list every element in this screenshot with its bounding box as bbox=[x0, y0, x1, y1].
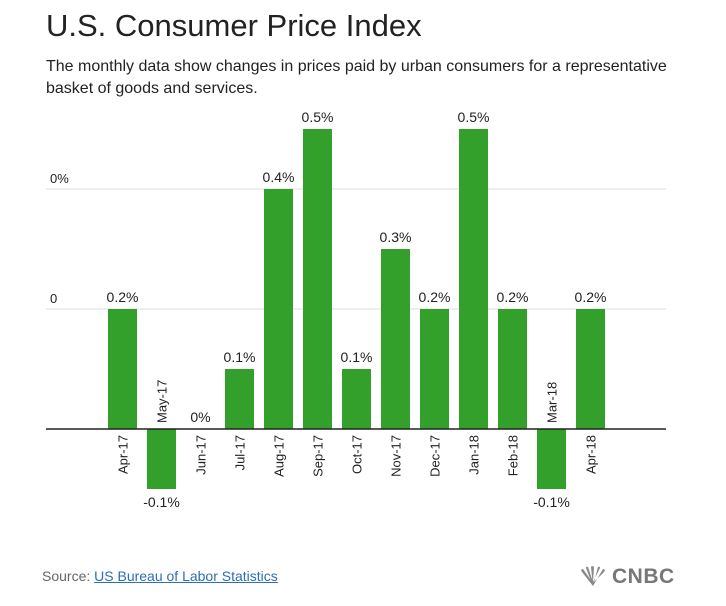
source-link[interactable]: US Bureau of Labor Statistics bbox=[94, 568, 278, 584]
data-label: -0.1% bbox=[143, 494, 180, 510]
bar bbox=[225, 369, 254, 429]
logo-text: CNBC bbox=[612, 565, 675, 588]
category-label: Feb-18 bbox=[506, 435, 521, 476]
data-label: 0.3% bbox=[380, 229, 412, 245]
category-label: Jul-17 bbox=[233, 435, 248, 470]
category-label: Sep-17 bbox=[311, 435, 326, 477]
data-label: 0.2% bbox=[107, 289, 139, 305]
bar bbox=[576, 309, 605, 429]
category-label: May-17 bbox=[155, 380, 170, 423]
data-label: 0% bbox=[190, 409, 210, 425]
category-label: Apr-18 bbox=[584, 435, 599, 474]
bar bbox=[147, 429, 176, 489]
bar-chart: 0 0% 0.2% Apr-17 -0.1% May-17 0% Jun-17 0.1% Jul-… bbox=[46, 109, 666, 510]
category-label: Jun-17 bbox=[194, 435, 209, 475]
peacock-icon bbox=[581, 566, 605, 586]
data-label: 0.1% bbox=[341, 349, 373, 365]
data-label: 0.2% bbox=[419, 289, 451, 305]
category-label: Aug-17 bbox=[272, 435, 287, 477]
bar bbox=[498, 309, 527, 429]
bar bbox=[264, 189, 293, 429]
data-label: 0.2% bbox=[575, 289, 607, 305]
cnbc-logo: CNBC bbox=[578, 565, 675, 589]
gridline-label: 0% bbox=[50, 171, 69, 186]
chart-subtitle: The monthly data show changes in prices … bbox=[46, 58, 667, 97]
bar bbox=[342, 369, 371, 429]
bar bbox=[381, 249, 410, 429]
data-label: 0.5% bbox=[458, 109, 490, 125]
category-label: Jan-18 bbox=[467, 435, 482, 475]
category-label: Nov-17 bbox=[389, 435, 404, 477]
category-label: Dec-17 bbox=[428, 435, 443, 477]
bar bbox=[420, 309, 449, 429]
category-label: Apr-17 bbox=[116, 435, 131, 474]
bar bbox=[303, 129, 332, 429]
chart-title: U.S. Consumer Price Index bbox=[46, 8, 422, 43]
bar bbox=[459, 129, 488, 429]
bar bbox=[537, 429, 566, 489]
data-label: 0.4% bbox=[263, 169, 295, 185]
data-label: -0.1% bbox=[533, 494, 570, 510]
bar bbox=[108, 309, 137, 429]
data-label: 0.5% bbox=[302, 109, 334, 125]
source-note: Source: US Bureau of Labor Statistics bbox=[42, 568, 278, 584]
source-prefix: Source: bbox=[42, 568, 91, 584]
category-label: Oct-17 bbox=[350, 435, 365, 474]
data-label: 0.2% bbox=[497, 289, 529, 305]
gridline-label: 0 bbox=[50, 291, 57, 306]
data-label: 0.1% bbox=[224, 349, 256, 365]
category-label: Mar-18 bbox=[545, 382, 560, 423]
